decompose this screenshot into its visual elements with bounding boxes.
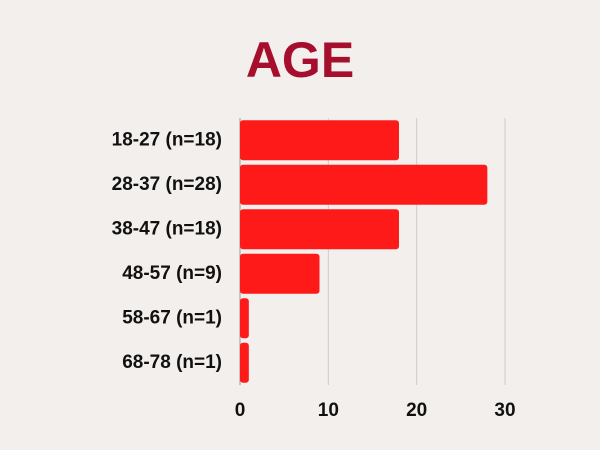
y-tick-label: 68-78 (n=1) xyxy=(122,352,222,373)
chart-title: AGE xyxy=(246,32,354,88)
y-tick-label: 48-57 (n=9) xyxy=(122,263,222,284)
bar xyxy=(240,298,249,339)
y-tick-label: 18-27 (n=18) xyxy=(112,129,222,150)
x-tick-label: 20 xyxy=(406,400,427,421)
bar xyxy=(240,253,320,294)
bar xyxy=(240,120,399,161)
bar xyxy=(240,342,249,383)
bar xyxy=(240,209,399,250)
x-tick-label: 10 xyxy=(318,400,339,421)
x-tick-label: 0 xyxy=(235,400,246,421)
y-tick-label: 28-37 (n=28) xyxy=(112,174,222,195)
y-tick-label: 38-47 (n=18) xyxy=(112,218,222,239)
y-tick-label: 58-67 (n=1) xyxy=(122,307,222,328)
bar xyxy=(240,164,488,205)
x-tick-label: 30 xyxy=(494,400,515,421)
